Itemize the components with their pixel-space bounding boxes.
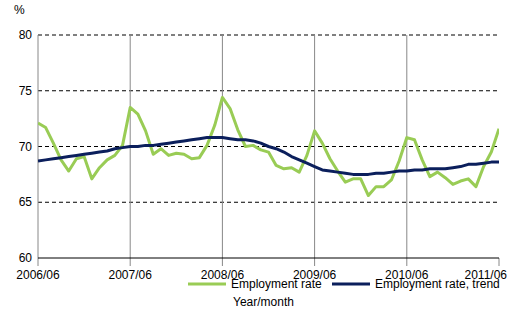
legend-label: Employment rate, trend xyxy=(375,277,500,291)
y-tick-label: 80 xyxy=(19,28,33,42)
x-grid-line xyxy=(222,35,223,266)
x-grid-line xyxy=(314,35,315,266)
legend-swatch xyxy=(188,283,226,286)
x-axis xyxy=(38,258,499,259)
grid-line xyxy=(38,35,499,36)
y-tick-label: 65 xyxy=(19,195,33,209)
x-grid-line xyxy=(130,35,131,266)
y-tick-label: 70 xyxy=(19,140,33,154)
x-tick xyxy=(38,258,39,266)
x-tick-label: 2007/06 xyxy=(109,268,153,282)
y-axis xyxy=(38,35,39,258)
series-line xyxy=(38,138,499,175)
x-grid-line xyxy=(406,35,407,266)
legend: Employment rate Employment rate, trend xyxy=(188,277,500,291)
plot-area xyxy=(38,97,499,195)
chart: 60657075802006/062007/062008/062009/0620… xyxy=(0,0,519,312)
legend-label: Employment rate xyxy=(231,277,322,291)
series-line xyxy=(38,97,499,195)
y-axis-label: % xyxy=(14,3,25,17)
y-tick-label: 75 xyxy=(19,84,33,98)
x-axis-label: Year/month xyxy=(233,295,294,309)
grid-line xyxy=(38,90,499,91)
x-tick-label: 2006/06 xyxy=(16,268,60,282)
y-tick-label: 60 xyxy=(19,251,33,265)
grid-line xyxy=(38,202,499,203)
legend-swatch xyxy=(332,283,370,286)
x-tick xyxy=(499,258,500,266)
